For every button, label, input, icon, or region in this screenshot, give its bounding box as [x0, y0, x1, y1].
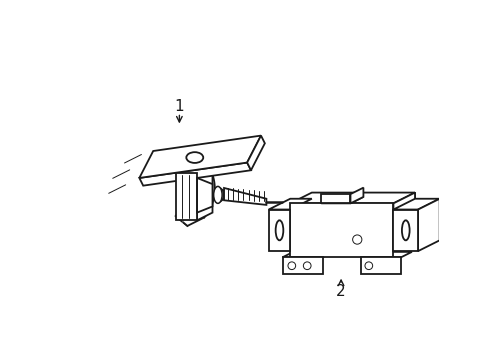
Polygon shape	[139, 136, 261, 178]
Polygon shape	[175, 207, 204, 226]
Polygon shape	[224, 188, 266, 205]
Polygon shape	[175, 160, 204, 179]
Polygon shape	[268, 210, 290, 251]
Polygon shape	[290, 193, 414, 203]
Bar	[290, 203, 393, 257]
Polygon shape	[246, 136, 264, 170]
Polygon shape	[321, 197, 363, 203]
Polygon shape	[197, 165, 212, 220]
Ellipse shape	[401, 220, 409, 240]
Polygon shape	[350, 188, 363, 203]
Ellipse shape	[217, 188, 223, 202]
Polygon shape	[311, 193, 414, 247]
Polygon shape	[282, 252, 333, 257]
Polygon shape	[393, 199, 439, 210]
Polygon shape	[360, 257, 400, 274]
Polygon shape	[175, 168, 198, 226]
Polygon shape	[417, 199, 439, 251]
Polygon shape	[282, 257, 322, 274]
Ellipse shape	[275, 220, 283, 240]
Ellipse shape	[213, 186, 222, 203]
Ellipse shape	[186, 152, 203, 163]
Text: 1: 1	[174, 99, 184, 114]
Polygon shape	[393, 210, 417, 251]
Polygon shape	[176, 165, 212, 172]
Polygon shape	[360, 252, 411, 257]
Circle shape	[287, 262, 295, 270]
Text: 2: 2	[336, 284, 345, 299]
Ellipse shape	[220, 190, 224, 200]
Polygon shape	[268, 199, 311, 210]
Circle shape	[352, 235, 361, 244]
Polygon shape	[139, 163, 250, 186]
Circle shape	[364, 262, 372, 270]
Polygon shape	[393, 193, 414, 257]
Ellipse shape	[223, 192, 226, 198]
Polygon shape	[321, 194, 350, 203]
Circle shape	[303, 262, 310, 270]
Polygon shape	[197, 178, 212, 213]
Bar	[176, 172, 197, 220]
